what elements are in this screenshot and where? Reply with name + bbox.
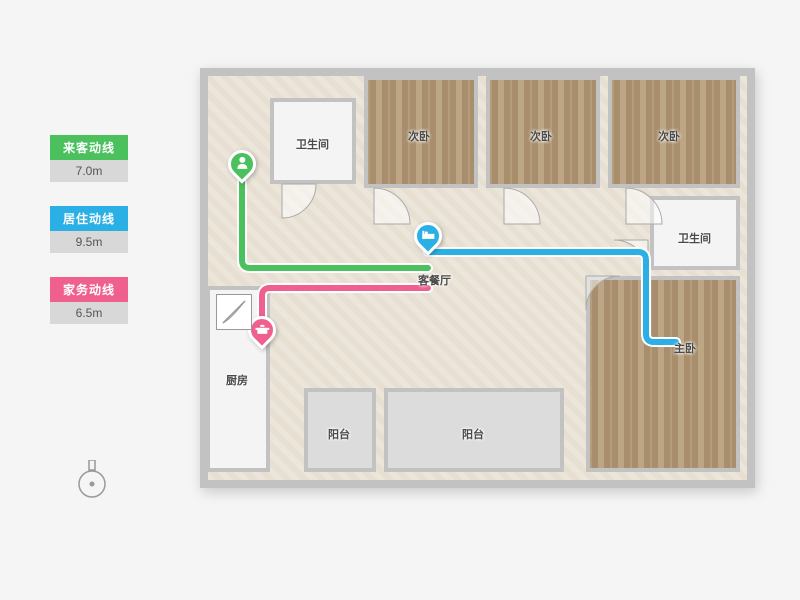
room-label-bed2a: 次卧 <box>408 128 430 144</box>
room-label-living: 客餐厅 <box>418 272 451 288</box>
room-label-bed2b: 次卧 <box>530 128 552 144</box>
room-label-balc1: 阳台 <box>328 426 350 442</box>
compass-icon <box>76 460 108 500</box>
legend-label-guest: 来客动线 <box>50 135 128 160</box>
marker-chores <box>248 316 276 352</box>
path-guest <box>242 182 428 268</box>
room-label-balc2: 阳台 <box>462 426 484 442</box>
room-label-bath2: 卫生间 <box>678 230 711 246</box>
legend-item-guest: 来客动线 7.0m <box>50 135 128 182</box>
room-label-kitchen: 厨房 <box>226 372 248 388</box>
path-living <box>428 252 676 342</box>
path-chores <box>262 288 428 340</box>
room-label-bath1: 卫生间 <box>296 136 329 152</box>
legend-label-living: 居住动线 <box>50 206 128 231</box>
legend-panel: 来客动线 7.0m 居住动线 9.5m 家务动线 6.5m <box>50 135 128 348</box>
legend-value-living: 9.5m <box>50 231 128 253</box>
legend-item-living: 居住动线 9.5m <box>50 206 128 253</box>
room-label-bed2c: 次卧 <box>658 128 680 144</box>
marker-living <box>414 222 442 258</box>
legend-item-chores: 家务动线 6.5m <box>50 277 128 324</box>
floorplan-container: 卫生间 次卧 次卧 次卧卫生间主卧厨房阳台 阳台 客餐厅 <box>200 68 755 488</box>
legend-value-chores: 6.5m <box>50 302 128 324</box>
marker-guest <box>228 150 256 186</box>
kitchen-appliance-icon <box>216 294 252 330</box>
legend-label-chores: 家务动线 <box>50 277 128 302</box>
legend-value-guest: 7.0m <box>50 160 128 182</box>
room-label-master: 主卧 <box>674 340 696 356</box>
